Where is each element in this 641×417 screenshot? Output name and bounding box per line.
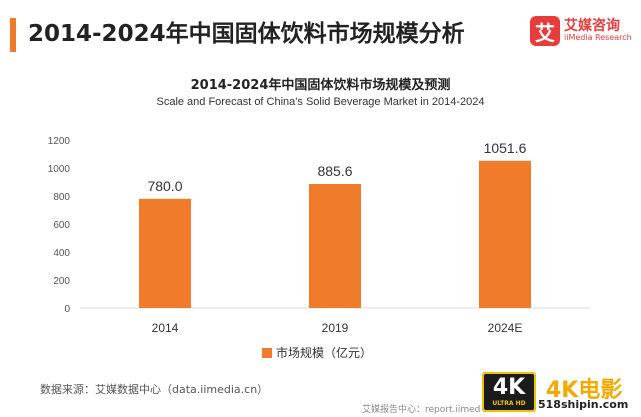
- bar-2024E: [479, 160, 531, 308]
- page-title: 2014-2024年中国固体饮料市场规模分析: [28, 21, 465, 47]
- data-label: 780.0: [147, 178, 182, 194]
- footer-note: 艾媒报告中心：report.iimedia.cn: [362, 405, 480, 415]
- x-tick-label: 2019: [322, 321, 349, 335]
- y-tick-label: 600: [53, 220, 70, 231]
- y-tick-label: 1200: [48, 136, 71, 147]
- brand-name-cn: 艾媒咨询: [564, 18, 620, 35]
- watermark-badge-small: ULTRA HD: [492, 400, 526, 407]
- x-tick-label: 2014: [152, 321, 179, 335]
- x-tick-label: 2024E: [488, 321, 523, 335]
- data-label: 885.6: [317, 163, 352, 179]
- brand-logo: 艾 艾媒咨询 iiMedia Research: [530, 16, 632, 46]
- chart-subtitle: Scale and Forecast of China's Solid Beve…: [156, 96, 485, 108]
- bar-2014: [139, 198, 191, 308]
- y-tick-label: 800: [53, 192, 70, 203]
- y-tick-label: 1000: [48, 164, 71, 175]
- y-tick-label: 200: [53, 276, 70, 287]
- legend-swatch: [262, 348, 272, 358]
- header-accent-bar: [10, 18, 16, 52]
- data-label: 1051.6: [484, 140, 527, 156]
- watermark-badge-big: 4K: [492, 375, 526, 400]
- y-tick-label: 400: [53, 248, 70, 259]
- watermark-badge: 4K ULTRA HD: [482, 372, 536, 412]
- legend-label: 市场规模（亿元）: [276, 345, 372, 360]
- brand-logo-icon: 艾: [530, 16, 560, 46]
- watermark-name: 4K电影: [546, 378, 623, 403]
- chart-title: 2014-2024年中国固体饮料市场规模及预测: [190, 78, 451, 93]
- data-source: 数据来源：艾媒数据中心（data.iimedia.cn）: [40, 383, 269, 396]
- brand-name-en: iiMedia Research: [564, 33, 632, 43]
- y-tick-label: 0: [64, 304, 70, 315]
- bar-2019: [309, 184, 361, 308]
- watermark-site: 518shipin.com: [538, 398, 629, 411]
